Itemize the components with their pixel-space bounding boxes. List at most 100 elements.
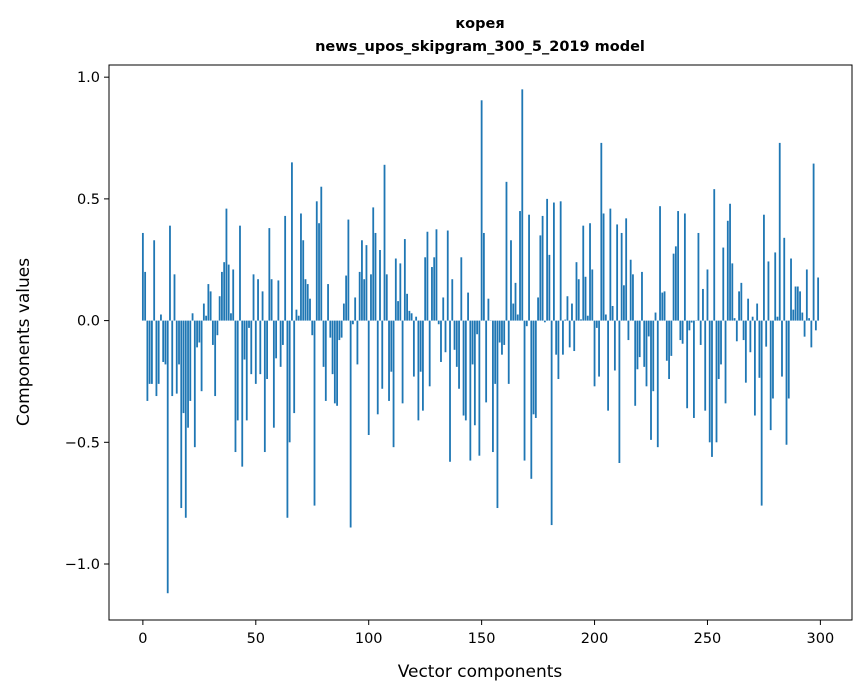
bar-226 xyxy=(652,321,654,392)
bar-151 xyxy=(483,233,485,321)
bar-13 xyxy=(171,321,173,396)
bar-140 xyxy=(458,321,460,389)
bar-148 xyxy=(476,321,478,335)
y-tick-label: 0.0 xyxy=(77,314,100,330)
bar-172 xyxy=(530,321,532,479)
bar-141 xyxy=(460,257,462,320)
bar-183 xyxy=(555,321,557,355)
bar-201 xyxy=(596,321,598,328)
bar-144 xyxy=(467,293,469,321)
bar-176 xyxy=(539,235,541,320)
bar-45 xyxy=(244,321,246,360)
bar-94 xyxy=(354,297,356,320)
bar-40 xyxy=(232,269,234,320)
bar-41 xyxy=(235,321,237,452)
bar-136 xyxy=(449,321,451,462)
bar-265 xyxy=(740,283,742,321)
bar-111 xyxy=(393,321,395,448)
bar-25 xyxy=(198,321,200,343)
bar-118 xyxy=(408,311,410,321)
bar-106 xyxy=(381,321,383,389)
bar-139 xyxy=(456,321,458,367)
bar-143 xyxy=(465,321,467,421)
bar-197 xyxy=(587,316,589,321)
bar-253 xyxy=(713,189,715,320)
bar-134 xyxy=(445,321,447,353)
bar-199 xyxy=(591,269,593,320)
bar-288 xyxy=(792,310,794,321)
bar-78 xyxy=(318,223,320,320)
bar-31 xyxy=(212,321,214,345)
bar-99 xyxy=(366,245,368,320)
bar-5 xyxy=(153,240,155,320)
bar-119 xyxy=(411,313,413,320)
bar-2 xyxy=(146,321,148,401)
y-tick-label: −0.5 xyxy=(65,435,100,451)
bar-292 xyxy=(801,313,803,321)
bar-50 xyxy=(255,321,257,384)
bar-162 xyxy=(508,321,510,384)
bar-216 xyxy=(630,260,632,321)
bar-96 xyxy=(359,272,361,321)
bar-71 xyxy=(302,240,304,320)
bar-102 xyxy=(372,207,374,320)
bar-248 xyxy=(702,289,704,321)
bar-195 xyxy=(582,226,584,321)
bar-282 xyxy=(779,143,781,321)
bar-186 xyxy=(562,321,564,355)
bar-209 xyxy=(614,321,616,371)
bar-67 xyxy=(293,321,295,414)
chart-subtitle: news_upos_skipgram_300_5_2019 model xyxy=(315,39,645,55)
bar-109 xyxy=(388,321,390,401)
bar-207 xyxy=(609,209,611,321)
bar-242 xyxy=(688,321,690,331)
bar-132 xyxy=(440,321,442,362)
bar-229 xyxy=(659,206,661,320)
bar-204 xyxy=(603,213,605,320)
bar-113 xyxy=(397,301,399,320)
bar-90 xyxy=(345,276,347,321)
bar-273 xyxy=(759,321,761,378)
bar-160 xyxy=(503,321,505,345)
bar-26 xyxy=(201,321,203,392)
bar-85 xyxy=(334,321,336,404)
bar-86 xyxy=(336,321,338,406)
bar-89 xyxy=(343,304,345,321)
bar-286 xyxy=(788,321,790,399)
bar-123 xyxy=(420,321,422,372)
bar-1 xyxy=(144,272,146,321)
bar-223 xyxy=(646,321,648,387)
bar-256 xyxy=(720,321,722,365)
bar-233 xyxy=(668,321,670,379)
bar-84 xyxy=(332,321,334,375)
bar-254 xyxy=(716,321,718,443)
bar-98 xyxy=(363,279,365,320)
bar-114 xyxy=(399,263,401,320)
bar-21 xyxy=(189,321,191,401)
bar-92 xyxy=(350,321,352,528)
bar-97 xyxy=(361,240,363,320)
bar-260 xyxy=(729,204,731,321)
bar-202 xyxy=(598,321,600,377)
bar-249 xyxy=(704,321,706,411)
bar-210 xyxy=(616,224,618,320)
bar-39 xyxy=(230,313,232,320)
bar-187 xyxy=(564,320,566,321)
bar-112 xyxy=(395,259,397,321)
bar-9 xyxy=(162,321,164,362)
bar-103 xyxy=(375,233,377,321)
x-axis-label: Vector components xyxy=(398,662,563,682)
bar-126 xyxy=(427,232,429,321)
bar-138 xyxy=(454,321,456,350)
bar-146 xyxy=(472,321,474,365)
bar-251 xyxy=(709,321,711,443)
bar-6 xyxy=(156,321,158,396)
bar-88 xyxy=(341,321,343,338)
bar-289 xyxy=(795,287,797,321)
bar-34 xyxy=(219,296,221,320)
bar-72 xyxy=(305,279,307,320)
bar-22 xyxy=(192,313,194,320)
bar-190 xyxy=(571,304,573,321)
x-tick-label: 50 xyxy=(247,631,265,647)
bar-23 xyxy=(194,321,196,448)
